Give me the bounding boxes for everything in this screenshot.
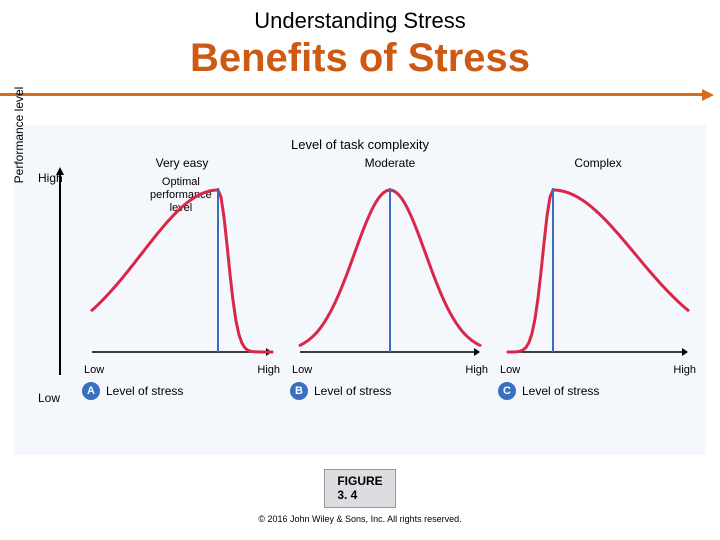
- x-low: Low: [500, 364, 520, 376]
- caption-line2: 3. 4: [337, 488, 357, 502]
- panel-a-footer: A Level of stress: [82, 382, 282, 400]
- divider: [0, 87, 720, 105]
- x-high: High: [673, 364, 696, 376]
- panel-b-footer: B Level of stress: [290, 382, 490, 400]
- panel-b-x-labels: Low High: [290, 364, 490, 376]
- panel-b-top-label: Moderate: [290, 156, 490, 170]
- complexity-title: Level of task complexity: [22, 137, 698, 152]
- panel-a-footer-label: Level of stress: [106, 384, 183, 398]
- y-axis-arrow: [59, 175, 61, 375]
- x-low: Low: [292, 364, 312, 376]
- panel-c-top-label: Complex: [498, 156, 698, 170]
- panel-b-chart: [290, 172, 490, 362]
- y-axis-low: Low: [38, 391, 60, 405]
- subtitle: Understanding Stress: [0, 8, 720, 34]
- x-low: Low: [84, 364, 104, 376]
- caption-line1: FIGURE: [337, 474, 382, 488]
- title: Benefits of Stress: [0, 36, 720, 81]
- panel-c-footer: C Level of stress: [498, 382, 698, 400]
- y-axis-label: Performance level: [12, 65, 26, 205]
- badge-a: A: [82, 382, 100, 400]
- panel-a-top-label: Very easy: [82, 156, 282, 170]
- panel-row: Very easy Optimalperformancelevel Low Hi…: [82, 156, 698, 400]
- badge-b: B: [290, 382, 308, 400]
- figure-container: Level of task complexity Performance lev…: [14, 125, 706, 455]
- panel-c: Complex Low High C Level of stress: [498, 156, 698, 400]
- badge-c: C: [498, 382, 516, 400]
- panel-a-x-labels: Low High: [82, 364, 282, 376]
- slide-header: Understanding Stress Benefits of Stress: [0, 0, 720, 81]
- panel-c-footer-label: Level of stress: [522, 384, 599, 398]
- panel-a-chart: [82, 172, 282, 362]
- panel-a: Very easy Optimalperformancelevel Low Hi…: [82, 156, 282, 400]
- panel-c-chart: [498, 172, 698, 362]
- copyright: © 2016 John Wiley & Sons, Inc. All right…: [0, 514, 720, 524]
- panel-b: Moderate Low High B Level of stress: [290, 156, 490, 400]
- figure-caption: FIGURE 3. 4: [0, 469, 720, 508]
- x-high: High: [465, 364, 488, 376]
- x-high: High: [257, 364, 280, 376]
- panel-c-x-labels: Low High: [498, 364, 698, 376]
- panel-b-footer-label: Level of stress: [314, 384, 391, 398]
